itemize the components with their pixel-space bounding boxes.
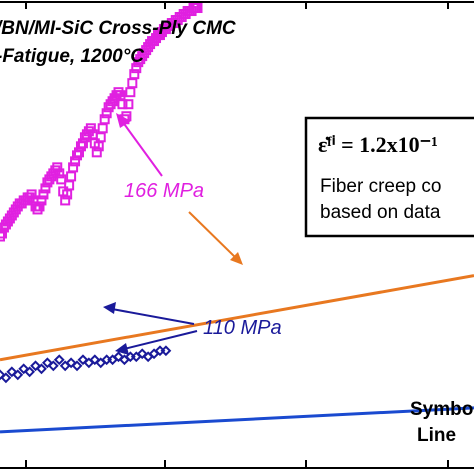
series-110-point <box>24 366 36 378</box>
box-text-line-1: Fiber creep co <box>320 176 441 197</box>
series-166-point <box>70 156 81 167</box>
series-110-point <box>65 357 77 369</box>
series-110-point <box>53 354 65 366</box>
series-110-point <box>71 360 83 372</box>
series-166-point <box>64 180 75 191</box>
legend-note-line-2: Line <box>417 425 456 446</box>
series-110-point <box>41 357 53 369</box>
series-166-point <box>192 3 203 14</box>
series-110-point <box>36 363 47 375</box>
box-text-line-2: based on data <box>320 202 441 223</box>
series-166-point <box>131 63 142 74</box>
series-166-point <box>95 132 106 143</box>
series-166-point <box>56 174 67 185</box>
series-166-point <box>0 228 7 239</box>
series-166-point <box>97 123 108 134</box>
series-110-point <box>89 354 101 366</box>
series-166-point <box>93 141 104 152</box>
series-166-point <box>68 162 79 173</box>
series-110-point <box>6 366 18 378</box>
series-166-point <box>125 87 136 98</box>
series-166-point <box>38 189 49 200</box>
series-110-point <box>0 369 6 381</box>
label-166-mpa: 166 MPa <box>124 180 204 202</box>
series-166-markers <box>0 3 203 242</box>
series-110-point <box>77 354 89 366</box>
series-166-point <box>115 90 126 101</box>
fiber-creep-line-110 <box>0 406 474 434</box>
arrow-110-lower-head <box>115 343 129 355</box>
legend-note-line-1: Symbo <box>410 399 473 420</box>
arrow-110-upper-head <box>103 302 116 314</box>
series-166-point <box>26 189 37 200</box>
arrow-166-head <box>116 113 131 128</box>
series-166-point <box>99 114 110 125</box>
series-166-point <box>91 147 102 158</box>
series-166-point <box>40 183 51 194</box>
series-110-point <box>0 372 12 384</box>
series-166-point <box>123 99 134 110</box>
series-166-point <box>85 123 96 134</box>
arrow-110-lower-shaft <box>123 330 198 350</box>
series-110-markers <box>0 345 172 384</box>
chart-title-line-2: -Fatigue, 1200°C <box>0 46 144 67</box>
series-110-point <box>136 348 148 360</box>
series-110-point <box>12 369 24 381</box>
series-110-point <box>113 351 124 363</box>
arrow-166-shaft <box>121 120 163 177</box>
series-166-point <box>34 201 45 212</box>
equation-box <box>304 116 474 238</box>
series-166-point <box>52 162 63 173</box>
series-110-point <box>47 360 59 372</box>
series-166-point <box>60 195 71 206</box>
series-166-point <box>117 99 128 110</box>
series-110-point <box>30 360 41 372</box>
arrow-orange-shaft <box>188 211 237 259</box>
equation-text: ε̇ᶠⁱ = 1.2x10⁻¹ <box>318 132 438 157</box>
series-166-point <box>127 78 138 89</box>
arrow-orange-head <box>230 252 243 265</box>
series-166-point <box>77 138 88 149</box>
series-110-point <box>18 363 30 375</box>
series-166-point <box>54 168 65 179</box>
series-166-point <box>101 108 112 119</box>
series-166-point <box>74 147 84 158</box>
label-110-mpa: 110 MPa <box>203 317 282 339</box>
series-166-point <box>62 189 73 200</box>
series-110-point <box>160 345 172 357</box>
fiber-creep-line-166 <box>0 274 474 362</box>
arrow-110-upper-shaft <box>111 308 195 325</box>
series-166-point <box>36 195 47 206</box>
chart-title-line-1: /BN/MI-SiC Cross-Ply CMC <box>0 18 236 39</box>
series-166-point <box>129 69 140 80</box>
series-166-point <box>66 171 77 182</box>
